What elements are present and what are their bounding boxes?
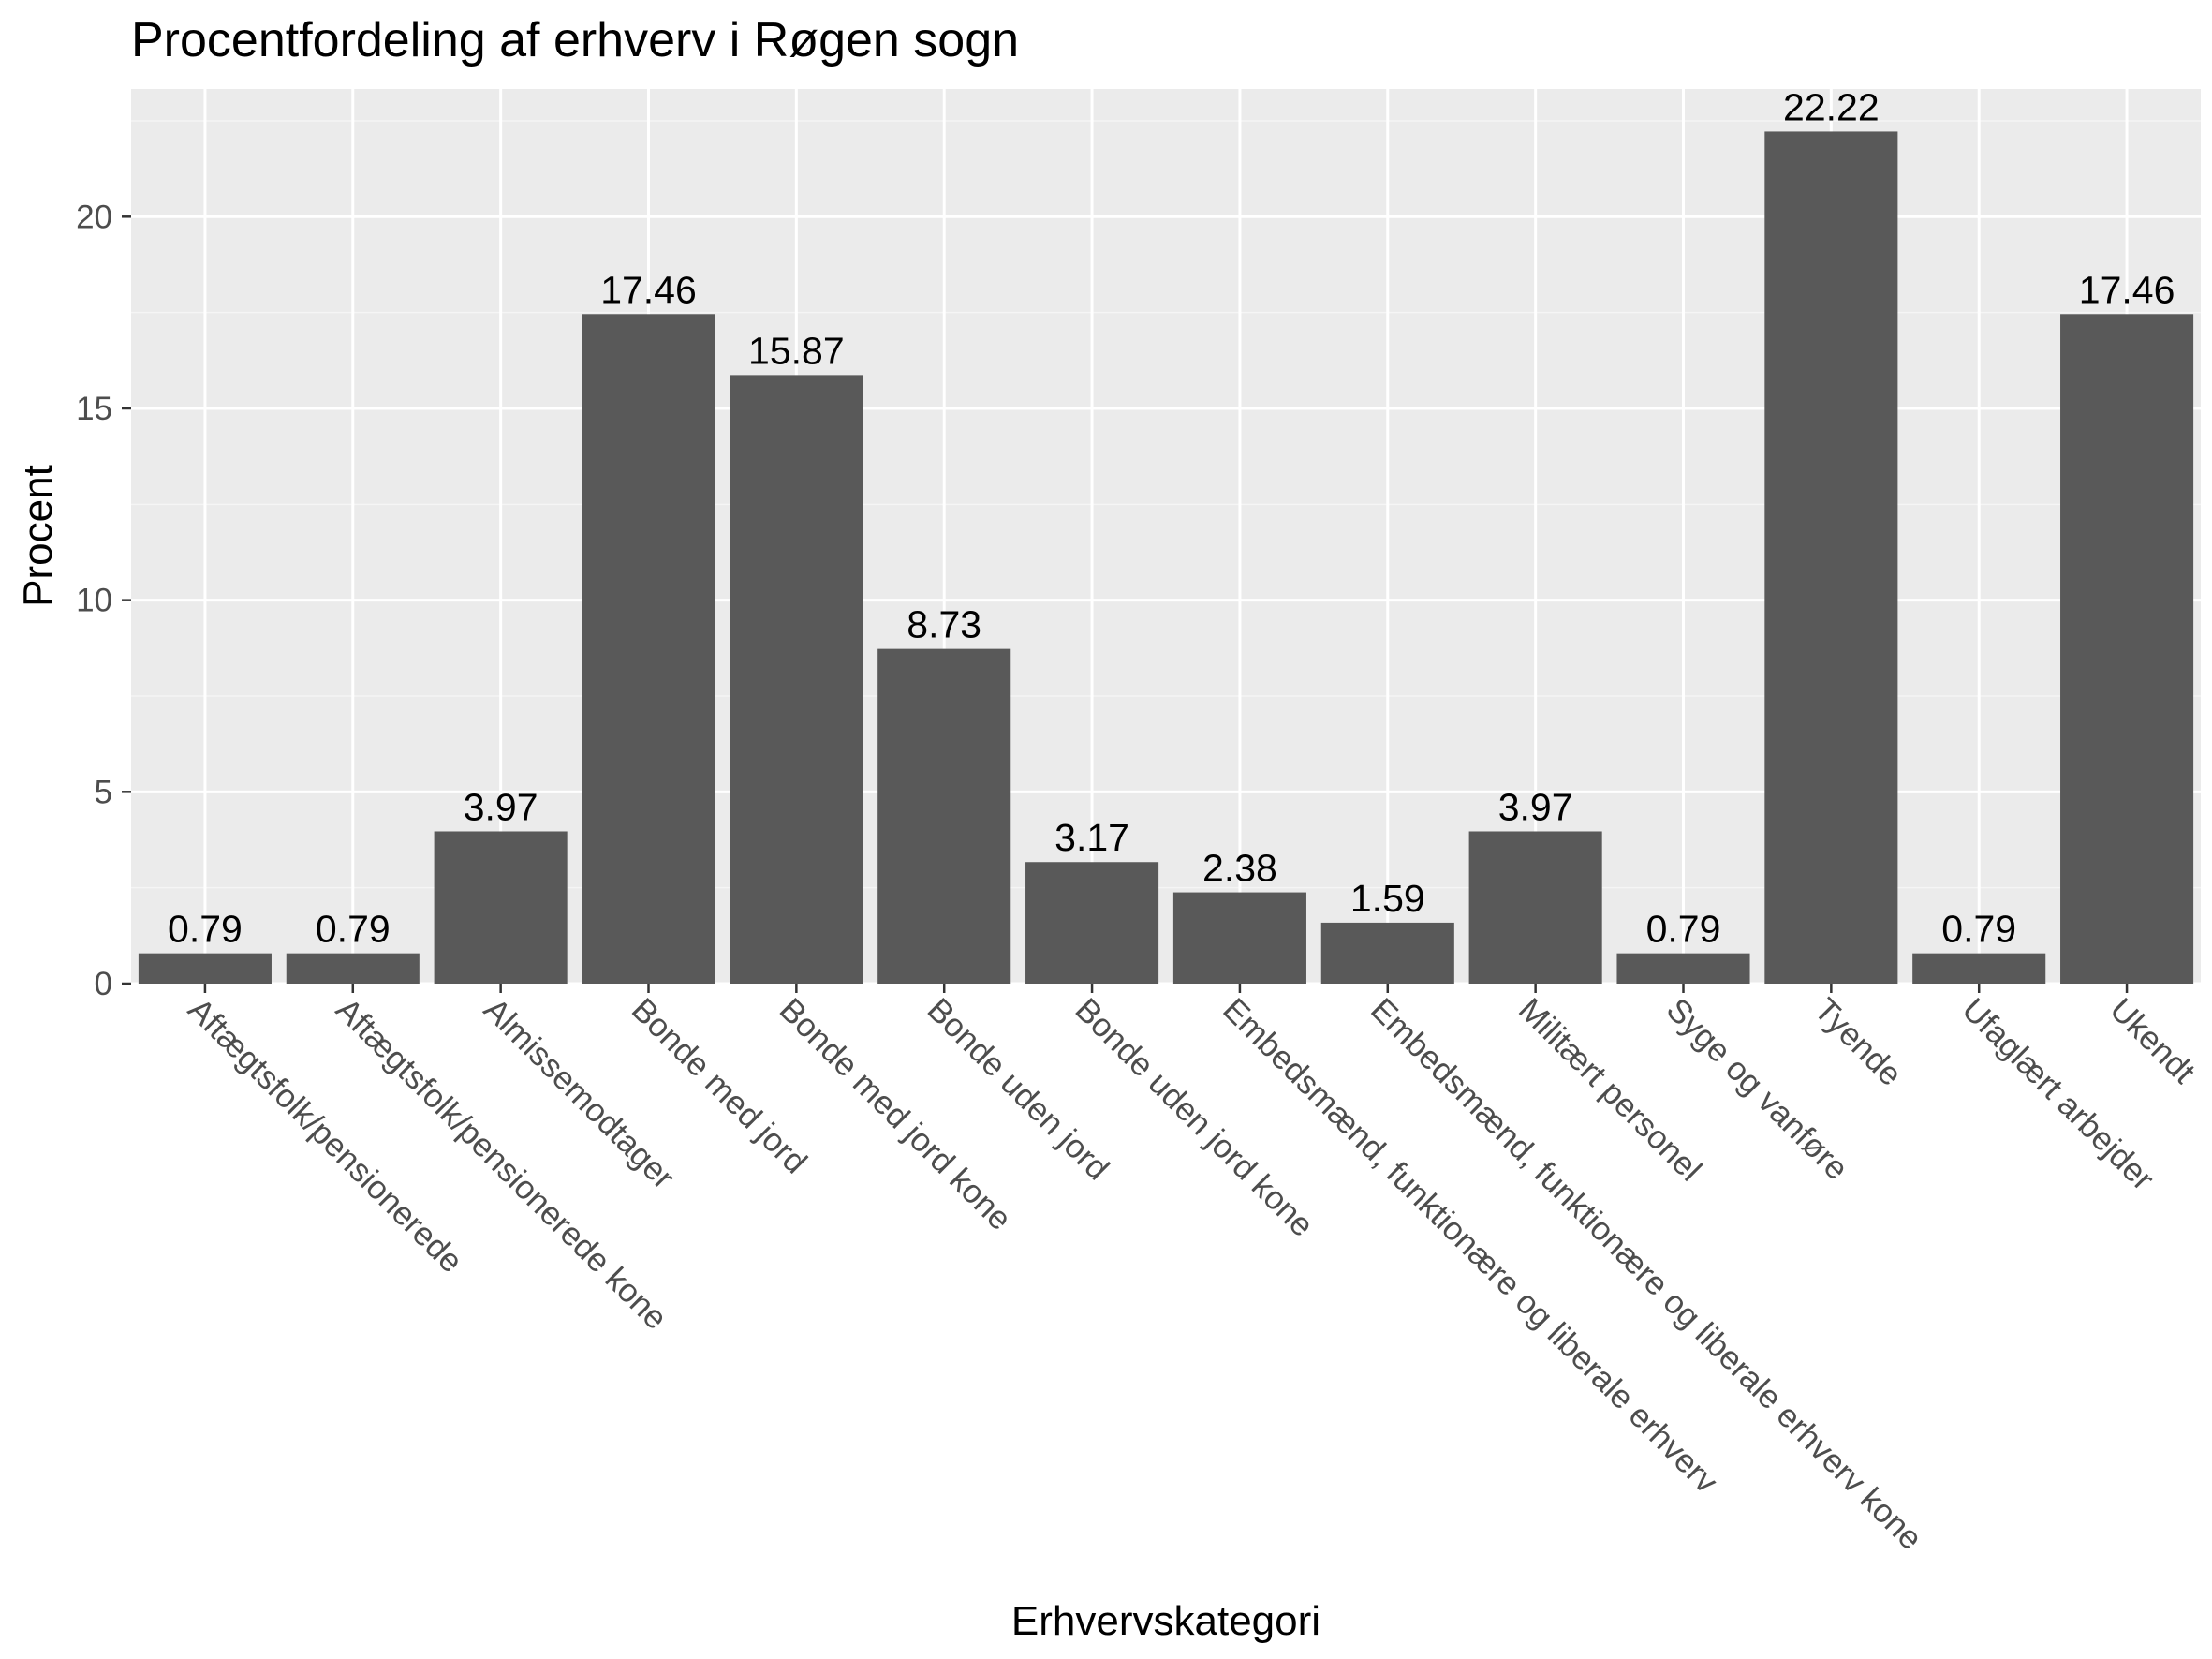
x-axis: Aftægtsfolk/pensioneredeAftægtsfolk/pens… [181,984,2203,1557]
data-label: 1.59 [1350,877,1425,920]
data-label: 17.46 [600,268,697,311]
bar [1468,831,1602,984]
x-axis-title: Erhvervskategori [1011,1598,1320,1644]
y-tick-label: 5 [95,774,112,810]
data-label: 17.46 [2079,268,2175,311]
data-label: 22.22 [1783,85,1880,128]
bar [1764,131,1898,985]
data-label: 0.79 [1941,908,2016,951]
y-axis: 0 5 10 15 20 [76,199,131,1002]
y-axis-title: Procent [15,465,61,607]
bars [138,131,2194,985]
bar [286,953,420,984]
y-tick-label: 15 [76,391,112,427]
y-tick-label: 10 [76,583,112,619]
bar [1172,892,1306,984]
x-tick-label: Bonde uden jord kone [1068,991,1320,1244]
x-tick-label: Embedsmænd, funktionære og liberale erhv… [1216,991,1725,1501]
data-label: 0.79 [168,908,243,951]
data-label: 0.79 [316,908,391,951]
bar [434,831,568,984]
x-tick-label: Tyende [1807,991,1910,1093]
bar [1912,953,2046,984]
data-label: 0.79 [1646,908,1721,951]
bar [1320,922,1454,984]
data-label: 3.97 [1498,785,1573,828]
data-label: 3.97 [464,785,538,828]
data-labels: 0.79 0.79 3.97 17.46 15.87 8.73 3.17 2.38 1.59 3.… [168,85,2175,950]
chart-title: Procentfordeling af erhverv i Røgen sogn [131,13,1019,67]
data-label: 3.17 [1054,816,1129,859]
y-tick-label: 20 [76,199,112,235]
bar [877,648,1011,984]
bar [2060,314,2194,984]
bar [1616,953,1750,984]
data-label: 8.73 [907,603,981,646]
data-label: 2.38 [1202,847,1277,890]
x-tick-label: Embedsmænd, funktionære og liberale erhv… [1364,991,1929,1557]
bar [730,375,863,985]
y-tick-label: 0 [95,966,112,1002]
x-tick-label: Ukendt [2102,991,2202,1090]
x-tick-label: Aftægtsfolk/pensionerede [181,991,469,1280]
bar [1025,862,1159,984]
data-label: 15.87 [748,329,845,372]
bar [582,314,715,984]
bar [138,953,272,984]
